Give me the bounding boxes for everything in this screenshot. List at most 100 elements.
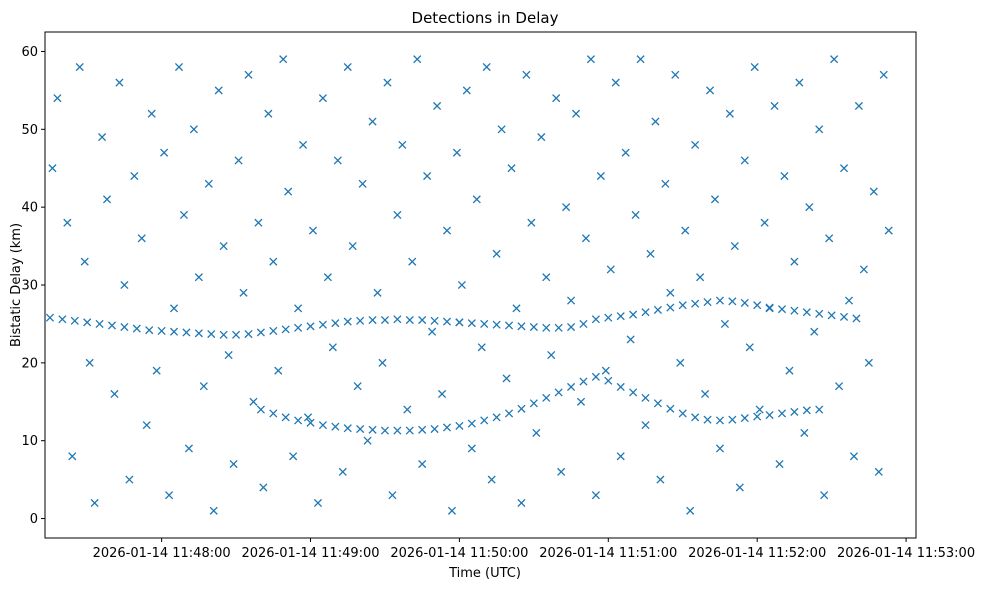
data-point-clutter [874, 467, 883, 476]
data-point-clutter [567, 296, 576, 305]
data-point-track-lower [281, 413, 290, 422]
data-point-track-lower [393, 426, 402, 435]
x-axis-label: Time (UTC) [448, 566, 521, 581]
data-point-clutter [63, 218, 72, 227]
data-point-track-lower [691, 413, 700, 422]
y-tick-label: 30 [21, 279, 38, 294]
data-point-clutter [244, 70, 253, 79]
data-point-track-upper-1 [356, 316, 365, 325]
data-point-clutter [239, 288, 248, 297]
data-point-clutter [442, 226, 452, 235]
data-point-clutter [666, 288, 675, 297]
data-point-track-upper-2 [777, 305, 787, 314]
data-point-clutter [725, 109, 734, 118]
data-point-track-upper-2 [852, 314, 861, 323]
x-tick-label: 2026-01-14 11:49:00 [241, 546, 379, 561]
data-point-track-lower [418, 425, 427, 434]
data-point-clutter [710, 195, 720, 204]
data-point-clutter [720, 319, 729, 328]
data-point-track-upper-2 [529, 322, 538, 332]
data-point-clutter [378, 358, 387, 367]
data-point-track-upper-1 [318, 320, 327, 329]
data-point-track-upper-2 [455, 318, 464, 327]
data-point-clutter [284, 187, 293, 196]
data-point-clutter [735, 483, 744, 492]
data-point-clutter [433, 101, 442, 111]
data-point-clutter [671, 70, 680, 79]
data-point-track-upper-2 [815, 309, 824, 318]
data-point-clutter [472, 195, 481, 204]
data-point-track-lower [765, 410, 774, 420]
data-point-track-upper-2 [740, 298, 749, 307]
y-axis-label: Bistatic Delay (km) [9, 223, 24, 347]
data-point-track-upper-2 [827, 311, 836, 320]
data-point-clutter [413, 55, 422, 64]
data-point-clutter [90, 498, 99, 508]
data-point-track-upper-1 [107, 321, 117, 330]
data-point-clutter [591, 491, 600, 500]
data-point-track-upper-1 [380, 315, 390, 325]
data-point-clutter [48, 164, 57, 173]
data-point-track-lower [641, 393, 650, 402]
data-point-clutter [864, 358, 873, 367]
data-point-track-upper-1 [145, 326, 154, 335]
data-point-clutter [214, 86, 223, 95]
data-point-track-lower [542, 393, 551, 402]
data-point-track-upper-2 [728, 297, 737, 306]
data-point-clutter [462, 86, 471, 95]
data-point-clutter [537, 133, 546, 142]
y-axis-ticks: 0 10 20 30 40 50 60 [21, 45, 45, 527]
data-point-clutter [452, 148, 461, 157]
data-point-clutter [780, 171, 789, 181]
data-point-clutter [338, 467, 347, 476]
data-point-track-lower [715, 416, 725, 425]
data-point-clutter [363, 436, 372, 445]
data-point-track-lower [802, 406, 811, 415]
data-point-track-upper-2 [691, 299, 700, 308]
data-point-clutter [368, 117, 377, 126]
data-point-track-upper-1 [306, 322, 315, 331]
data-point-track-upper-1 [207, 329, 216, 339]
data-point-clutter [125, 475, 134, 484]
data-point-clutter [820, 491, 829, 500]
data-point-track-upper-1 [45, 313, 55, 322]
data-point-clutter [696, 273, 705, 282]
data-point-clutter [328, 343, 337, 352]
data-point-clutter [611, 78, 620, 87]
data-point-track-upper-1 [219, 330, 228, 339]
data-point-track-upper-1 [232, 330, 241, 339]
data-point-clutter [497, 125, 506, 134]
data-point-clutter [259, 483, 268, 492]
data-point-track-lower [442, 423, 452, 432]
data-point-track-upper-2 [591, 315, 600, 324]
data-point-clutter [115, 78, 124, 87]
data-point-track-lower [777, 409, 787, 418]
data-point-clutter [234, 156, 243, 165]
data-point-clutter [323, 273, 332, 282]
data-point-track-upper-2 [703, 298, 712, 307]
data-point-clutter [130, 171, 139, 181]
data-point-clutter [844, 296, 854, 305]
data-point-track-upper-1 [430, 316, 439, 325]
data-point-clutter [487, 475, 496, 484]
data-point-clutter [854, 101, 863, 111]
data-point-track-lower [368, 425, 377, 434]
data-point-track-lower [529, 399, 538, 408]
x-tick-label: 2026-01-14 11:51:00 [539, 546, 677, 561]
data-point-clutter [358, 179, 367, 188]
data-point-clutter [313, 498, 323, 508]
data-point-clutter [274, 366, 283, 375]
data-point-track-lower [430, 424, 439, 434]
data-point-track-upper-1 [120, 322, 129, 332]
data-point-clutter [447, 506, 457, 515]
data-point-clutter [542, 273, 551, 282]
data-point-track-lower [728, 415, 737, 424]
data-point-track-lower [579, 377, 588, 386]
data-point-clutter [68, 452, 77, 461]
data-point-clutter [581, 234, 591, 243]
data-point-track-upper-2 [542, 323, 551, 332]
data-point-clutter [830, 55, 839, 64]
data-point-clutter [467, 444, 476, 453]
data-point-clutter [318, 94, 327, 103]
